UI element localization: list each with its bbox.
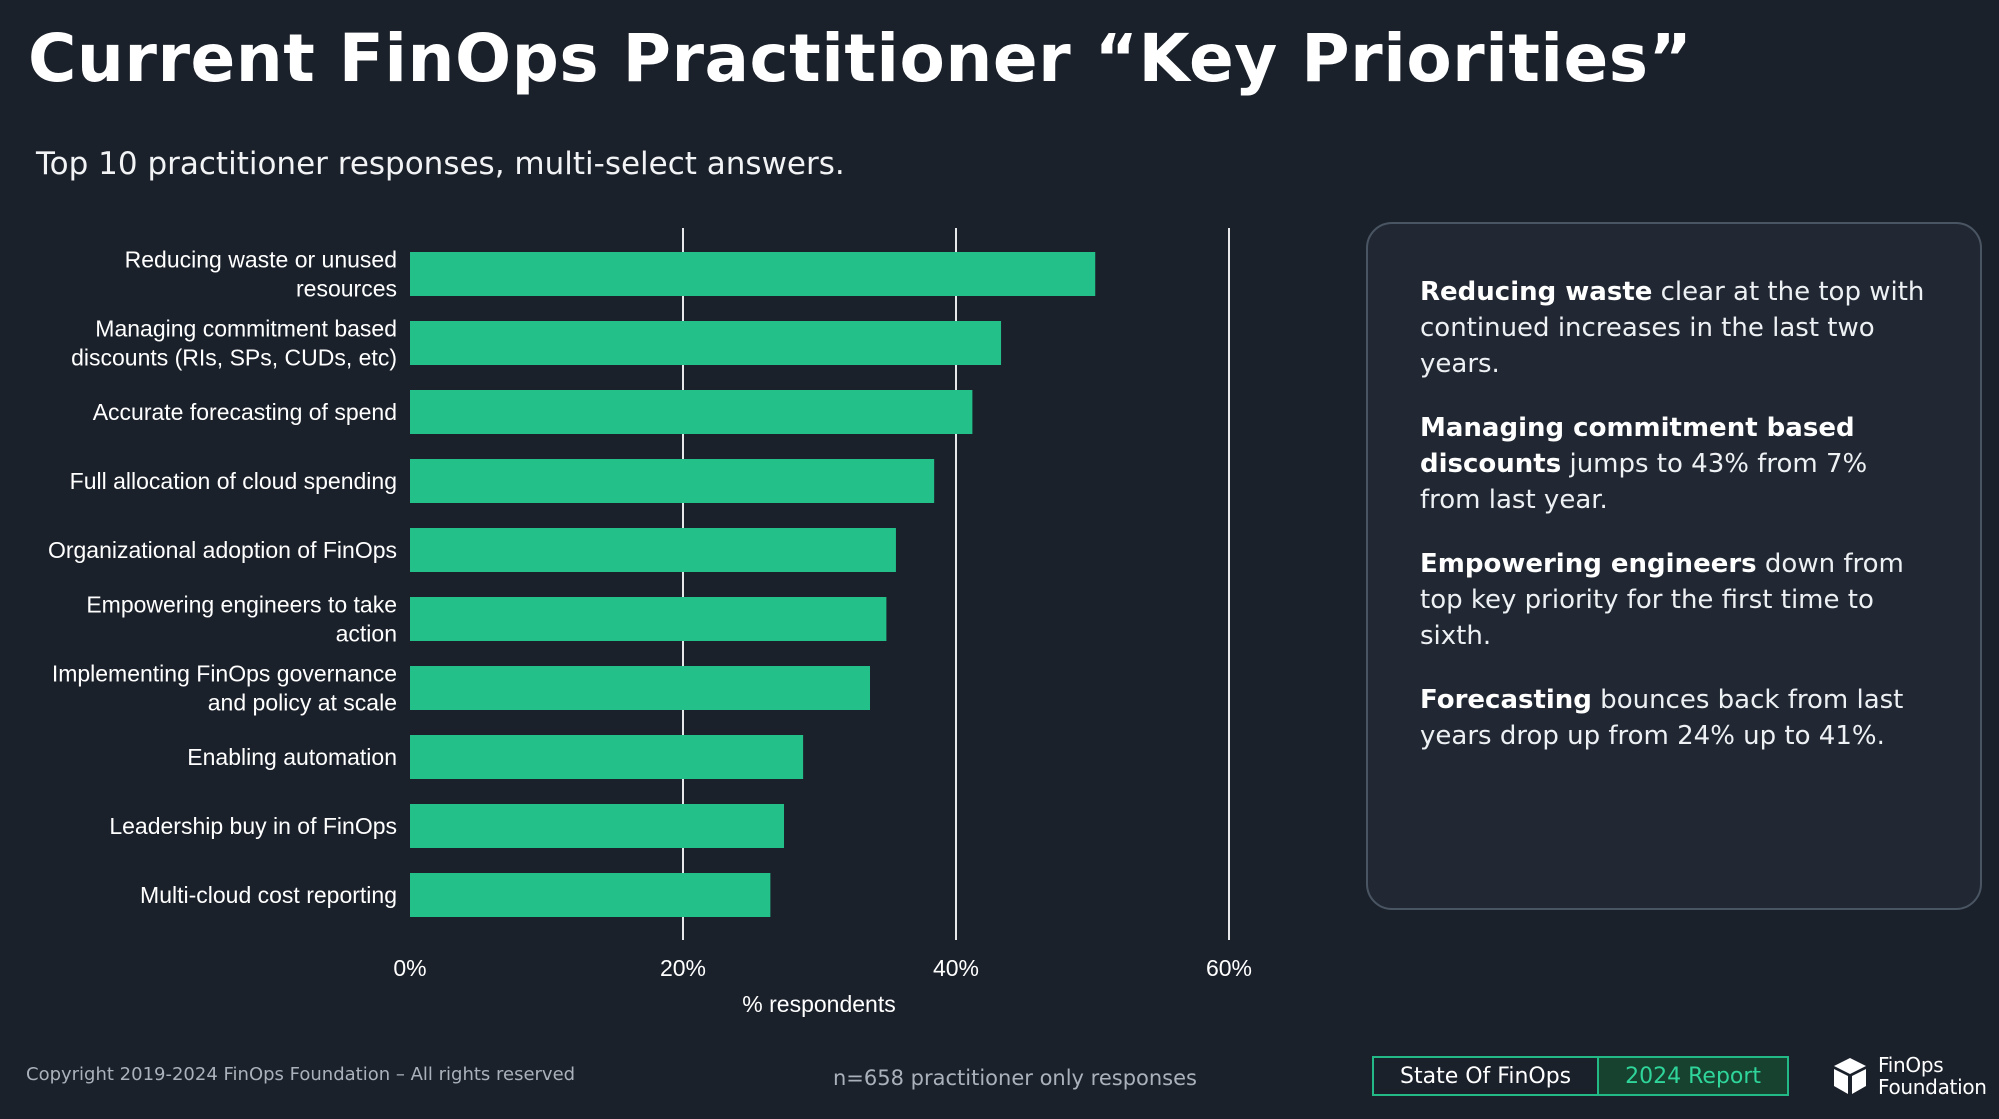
report-badge-title: State Of FinOps xyxy=(1374,1058,1600,1094)
insight-4: Forecasting bounces back from last years… xyxy=(1420,682,1932,754)
bar xyxy=(410,321,1002,365)
category-label: Multi-cloud cost reporting xyxy=(140,882,397,908)
category-label: Empowering engineers to take action xyxy=(86,592,397,647)
category-label: Leadership buy in of FinOps xyxy=(109,813,397,839)
insight-1-text: clear at the top with continued increase… xyxy=(1420,277,1925,379)
insight-3-bold: Empowering engineers xyxy=(1420,549,1757,579)
category-label: Managing commitment based discounts (RIs,… xyxy=(71,316,397,371)
category-label: Reducing waste or unused resources xyxy=(125,247,397,302)
category-label-line: Accurate forecasting of spend xyxy=(93,399,397,425)
category-label-line: Multi-cloud cost reporting xyxy=(140,882,397,908)
x-tick-label: 40% xyxy=(933,955,979,981)
bar xyxy=(410,252,1096,296)
insight-2-bold: Managing commitment based discounts xyxy=(1420,413,1855,479)
category-label-line: Full allocation of cloud spending xyxy=(70,468,397,494)
copyright-text: Copyright 2019-2024 FinOps Foundation – … xyxy=(26,1064,576,1085)
insight-4-text: bounces back from last years drop up fro… xyxy=(1420,685,1904,751)
bar xyxy=(410,804,785,848)
category-label: Organizational adoption of FinOps xyxy=(48,537,397,563)
x-tick-label: 0% xyxy=(393,955,426,981)
insight-3-text: down from top key priority for the first… xyxy=(1420,549,1904,651)
category-label-line: Enabling automation xyxy=(187,744,397,770)
bar xyxy=(410,735,804,779)
category-label: Accurate forecasting of spend xyxy=(93,399,397,425)
x-axis-label: % respondents xyxy=(742,991,895,1017)
insight-1: Reducing waste clear at the top with con… xyxy=(1420,274,1932,382)
category-label-line: Managing commitment based xyxy=(95,316,397,342)
brand-logo: FinOps Foundation xyxy=(1832,1054,1987,1098)
brand-name: FinOps Foundation xyxy=(1878,1053,1987,1099)
category-label-line: Implementing FinOps governance xyxy=(52,661,397,687)
bar xyxy=(410,597,887,641)
bar xyxy=(410,459,935,503)
category-label-line: action xyxy=(336,621,397,647)
report-badge: State Of FinOps 2024 Report xyxy=(1372,1056,1790,1096)
cube-icon xyxy=(1834,1058,1866,1094)
category-label-line: Empowering engineers to take xyxy=(86,592,397,618)
category-label-line: Organizational adoption of FinOps xyxy=(48,537,397,563)
report-badge-year: 2024 Report xyxy=(1599,1058,1788,1094)
category-label: Enabling automation xyxy=(187,744,397,770)
insight-2-text: jumps to 43% from 7% from last year. xyxy=(1420,449,1868,515)
category-label-line: Leadership buy in of FinOps xyxy=(109,813,397,839)
bar xyxy=(410,528,896,572)
category-label-line: resources xyxy=(296,276,397,302)
category-label-line: and policy at scale xyxy=(208,690,397,716)
x-tick-label: 60% xyxy=(1206,955,1252,981)
slide-title: Current FinOps Practitioner “Key Priorit… xyxy=(28,20,1693,97)
insights-panel: Reducing waste clear at the top with con… xyxy=(1366,222,1982,910)
slide-subtitle: Top 10 practitioner responses, multi-sel… xyxy=(36,146,845,182)
bar xyxy=(410,390,973,434)
insight-1-bold: Reducing waste xyxy=(1420,277,1653,307)
x-tick-label: 20% xyxy=(660,955,706,981)
category-label-line: Reducing waste or unused xyxy=(125,247,397,273)
bar xyxy=(410,666,871,710)
insight-2: Managing commitment based discounts jump… xyxy=(1420,410,1932,518)
sample-size-note: n=658 practitioner only responses xyxy=(833,1066,1197,1090)
category-label: Full allocation of cloud spending xyxy=(70,468,397,494)
insight-4-bold: Forecasting xyxy=(1420,685,1592,715)
category-label-line: discounts (RIs, SPs, CUDs, etc) xyxy=(71,345,397,371)
category-label: Implementing FinOps governance and policy… xyxy=(52,661,397,716)
bar xyxy=(410,873,771,917)
insight-3: Empowering engineers down from top key p… xyxy=(1420,546,1932,654)
